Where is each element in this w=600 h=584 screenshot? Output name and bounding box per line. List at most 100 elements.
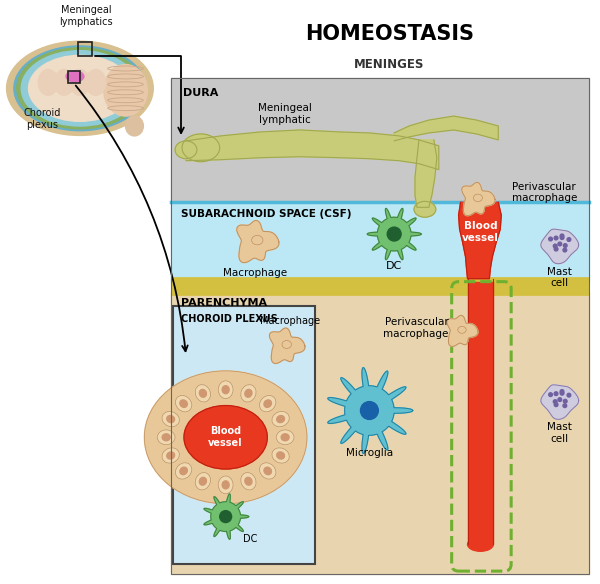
- Circle shape: [554, 403, 558, 406]
- Circle shape: [549, 237, 553, 241]
- Text: SUBARACHNOID SPACE (CSF): SUBARACHNOID SPACE (CSF): [181, 209, 352, 219]
- Circle shape: [560, 391, 564, 395]
- Ellipse shape: [473, 194, 482, 201]
- Bar: [467, 281, 493, 544]
- Circle shape: [554, 236, 558, 240]
- Ellipse shape: [175, 141, 197, 159]
- Bar: [78, 41, 92, 55]
- Text: Perivascular
macrophage: Perivascular macrophage: [512, 182, 578, 203]
- Text: CHOROID PLEXUS: CHOROID PLEXUS: [181, 314, 278, 324]
- Ellipse shape: [199, 390, 206, 397]
- Text: DURA: DURA: [183, 88, 218, 98]
- Bar: [171, 78, 589, 574]
- Polygon shape: [541, 385, 578, 419]
- Ellipse shape: [282, 340, 292, 349]
- Text: Mast
cell: Mast cell: [547, 267, 572, 288]
- Ellipse shape: [184, 405, 267, 469]
- Circle shape: [560, 234, 564, 238]
- Polygon shape: [186, 130, 439, 169]
- Ellipse shape: [66, 71, 84, 82]
- Circle shape: [554, 392, 558, 395]
- Bar: [171, 202, 589, 281]
- Ellipse shape: [14, 46, 146, 131]
- Circle shape: [563, 244, 567, 248]
- Circle shape: [563, 404, 566, 408]
- Ellipse shape: [70, 69, 90, 95]
- Circle shape: [567, 393, 571, 397]
- Ellipse shape: [241, 385, 256, 402]
- Ellipse shape: [218, 381, 233, 399]
- Text: Choroid
plexus: Choroid plexus: [23, 108, 61, 130]
- FancyBboxPatch shape: [173, 307, 315, 564]
- Ellipse shape: [195, 385, 211, 402]
- Ellipse shape: [222, 386, 229, 394]
- Text: Macrophage: Macrophage: [223, 267, 287, 278]
- Text: HOMEOSTASIS: HOMEOSTASIS: [305, 24, 474, 44]
- Ellipse shape: [241, 472, 256, 490]
- Polygon shape: [269, 328, 305, 363]
- Ellipse shape: [167, 416, 175, 423]
- Circle shape: [549, 393, 553, 397]
- Ellipse shape: [175, 463, 192, 479]
- Polygon shape: [462, 182, 495, 215]
- Polygon shape: [204, 494, 248, 539]
- Text: Perivascular
macrophage: Perivascular macrophage: [383, 318, 449, 339]
- Text: Meningeal
lymphatic: Meningeal lymphatic: [258, 103, 312, 125]
- Polygon shape: [541, 229, 578, 264]
- Ellipse shape: [218, 476, 233, 494]
- Ellipse shape: [162, 448, 179, 463]
- Ellipse shape: [104, 65, 148, 116]
- Text: PARENCHYMA: PARENCHYMA: [181, 298, 267, 308]
- Ellipse shape: [259, 395, 276, 412]
- Ellipse shape: [125, 116, 143, 136]
- Ellipse shape: [17, 48, 143, 129]
- Ellipse shape: [38, 69, 58, 95]
- Circle shape: [553, 400, 557, 404]
- Ellipse shape: [7, 41, 153, 135]
- Circle shape: [554, 247, 558, 251]
- Text: DC: DC: [244, 534, 258, 544]
- Ellipse shape: [86, 69, 106, 95]
- Ellipse shape: [180, 400, 187, 408]
- Bar: [171, 291, 589, 574]
- Circle shape: [563, 248, 566, 252]
- Ellipse shape: [272, 411, 289, 427]
- Ellipse shape: [54, 69, 74, 95]
- Ellipse shape: [162, 411, 179, 427]
- Ellipse shape: [175, 395, 192, 412]
- Polygon shape: [328, 367, 413, 453]
- Ellipse shape: [414, 201, 436, 217]
- Polygon shape: [394, 116, 498, 141]
- Ellipse shape: [245, 390, 252, 397]
- Circle shape: [558, 242, 562, 246]
- Circle shape: [560, 236, 564, 239]
- Ellipse shape: [277, 416, 284, 423]
- Text: DC: DC: [386, 261, 403, 271]
- Ellipse shape: [467, 537, 493, 551]
- Ellipse shape: [29, 55, 131, 121]
- Ellipse shape: [251, 235, 263, 245]
- Ellipse shape: [145, 371, 307, 504]
- Polygon shape: [458, 202, 501, 279]
- Ellipse shape: [199, 477, 206, 485]
- Text: Macrophage: Macrophage: [260, 317, 320, 326]
- Ellipse shape: [264, 467, 271, 475]
- Ellipse shape: [276, 430, 294, 445]
- Ellipse shape: [157, 430, 175, 445]
- Text: Mast
cell: Mast cell: [547, 422, 572, 444]
- Ellipse shape: [182, 134, 220, 162]
- Polygon shape: [447, 315, 478, 346]
- Ellipse shape: [264, 400, 271, 408]
- Text: Blood
vessel: Blood vessel: [208, 426, 243, 448]
- Circle shape: [558, 398, 562, 401]
- Ellipse shape: [222, 481, 229, 489]
- Ellipse shape: [259, 463, 276, 479]
- Ellipse shape: [180, 467, 187, 475]
- Polygon shape: [237, 221, 279, 263]
- Ellipse shape: [21, 51, 139, 126]
- Circle shape: [560, 390, 564, 394]
- Circle shape: [220, 510, 232, 523]
- Ellipse shape: [245, 477, 252, 485]
- Ellipse shape: [195, 472, 211, 490]
- Bar: [171, 78, 589, 202]
